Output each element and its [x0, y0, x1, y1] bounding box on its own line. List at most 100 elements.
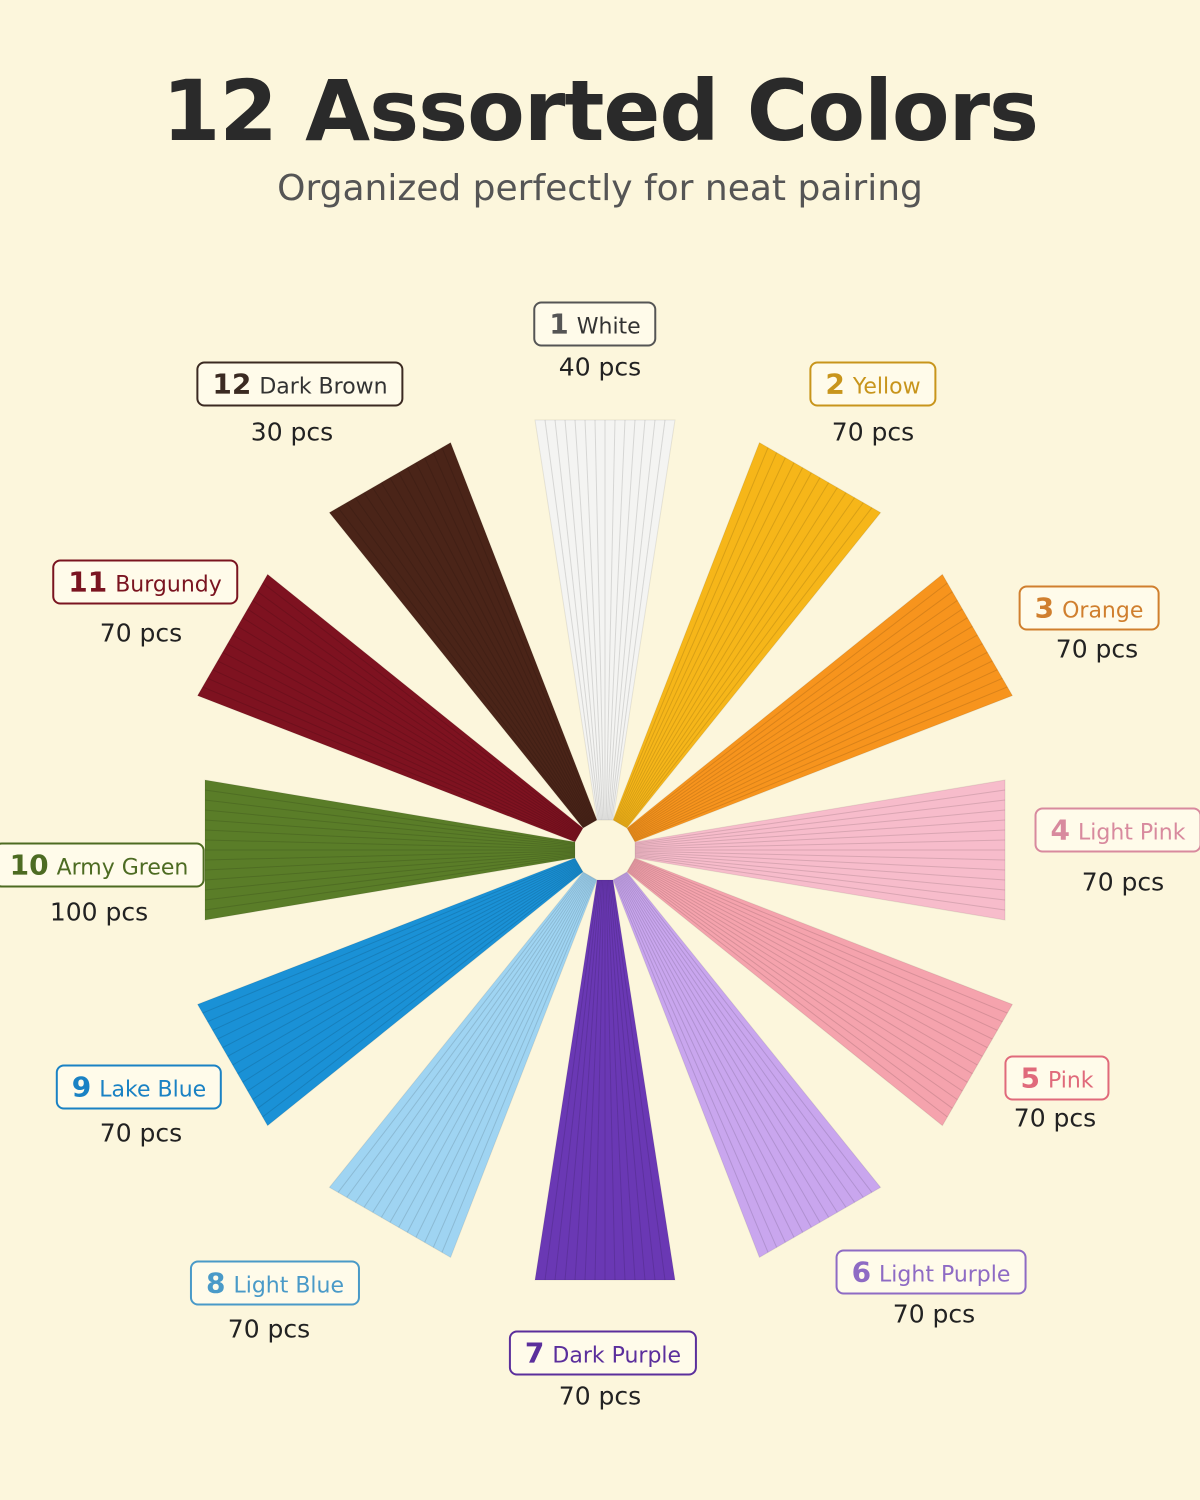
stem-line: [631, 643, 983, 837]
stem-line: [617, 467, 804, 824]
badge-number: 9: [71, 1070, 92, 1104]
stem-line: [380, 875, 590, 1218]
stem-line: [424, 457, 595, 822]
color-badge: 6 Light Purple: [835, 1249, 1027, 1295]
stem-line: [627, 582, 948, 830]
stem-line: [554, 879, 600, 1281]
stem-line: [625, 872, 873, 1193]
bundle: [196, 857, 584, 1127]
stem-line: [432, 452, 596, 822]
stem-line: [544, 419, 599, 821]
stem-line: [606, 879, 626, 1281]
badge-number: 3: [1034, 591, 1055, 625]
stem-line: [630, 625, 973, 835]
stem-line: [614, 878, 778, 1248]
badge-number: 7: [524, 1336, 545, 1370]
stem-line: [354, 497, 587, 827]
stem-line: [247, 867, 582, 1092]
stem-line: [632, 861, 993, 1040]
color-badge: 2 Yellow: [809, 361, 937, 407]
piece-count: 70 pcs: [1055, 634, 1139, 664]
stem-line: [227, 643, 579, 837]
stem-line: [441, 879, 597, 1253]
stem-line: [262, 870, 583, 1118]
stem-line: [620, 482, 830, 825]
stem-line: [634, 789, 1006, 844]
stem-line: [622, 873, 847, 1208]
bundle: [634, 779, 1006, 921]
stem-line: [634, 686, 1008, 842]
badge-number: 12: [212, 367, 252, 401]
stem-line: [584, 419, 604, 821]
stem-line: [415, 462, 594, 823]
stem-line: [354, 873, 587, 1203]
stem-line: [628, 867, 963, 1092]
stem-line: [619, 477, 821, 825]
stem-line: [609, 879, 646, 1281]
piece-count: 70 pcs: [892, 1299, 976, 1329]
stem-line: [617, 876, 804, 1233]
piece-count: 70 pcs: [558, 1381, 642, 1411]
stem-line: [634, 819, 1006, 848]
stem-line: [237, 625, 580, 835]
stem-line: [441, 447, 597, 821]
stem-line: [204, 852, 576, 881]
stem-line: [634, 809, 1006, 846]
stem-line: [634, 850, 1006, 861]
stem-line: [204, 856, 576, 911]
color-badge: 12 Dark Brown: [196, 361, 404, 407]
color-badge: 3 Orange: [1018, 585, 1160, 631]
piece-count: 70 pcs: [831, 417, 915, 447]
badge-number: 2: [825, 367, 845, 401]
stem-line: [634, 854, 1006, 891]
stem-line: [607, 419, 636, 821]
stem-line: [610, 419, 656, 821]
stem-line: [247, 608, 582, 833]
stem-line: [204, 789, 576, 844]
stem-line: [606, 419, 626, 821]
bundle: [612, 441, 882, 829]
stem-line: [212, 669, 577, 840]
badge-number: 11: [68, 565, 108, 599]
stem-line: [398, 876, 592, 1228]
badge-number: 6: [851, 1255, 872, 1289]
stem-line: [616, 462, 795, 823]
stem-line: [628, 868, 958, 1101]
badge-number: 4: [1050, 813, 1070, 847]
stem-line: [372, 874, 589, 1213]
stem-line: [629, 866, 968, 1083]
stem-line: [627, 869, 953, 1109]
badge-name: Light Pink: [1078, 820, 1186, 846]
stem-line: [217, 861, 578, 1040]
color-badge: 5 Pink: [1004, 1055, 1110, 1101]
piece-count: 70 pcs: [1081, 867, 1165, 897]
piece-count: 100 pcs: [49, 897, 149, 927]
piece-count: 40 pcs: [558, 352, 642, 382]
badge-number: 8: [205, 1266, 226, 1300]
stem-line: [633, 860, 998, 1031]
badge-number: 1: [549, 307, 569, 341]
stem-line: [337, 872, 585, 1193]
stem-line: [631, 862, 988, 1049]
stem-line: [252, 599, 582, 832]
piece-count: 70 pcs: [227, 1314, 311, 1344]
badge-name: White: [576, 314, 641, 340]
stem-line: [217, 660, 578, 839]
badge-name: Lake Blue: [99, 1077, 207, 1103]
bundle: [626, 573, 1014, 843]
stem-line: [611, 419, 666, 821]
stem-line: [584, 879, 604, 1281]
badge-name: Burgundy: [115, 572, 222, 598]
stem-line: [618, 876, 812, 1228]
subtitle: Organized perfectly for neat pairing: [277, 168, 923, 209]
piece-count: 70 pcs: [99, 618, 183, 648]
stem-line: [222, 651, 579, 838]
stem-line: [611, 879, 666, 1281]
stem-line: [257, 591, 583, 831]
stem-line: [634, 829, 1006, 849]
stem-line: [204, 819, 576, 848]
bundle: [534, 879, 676, 1281]
stem-line: [222, 862, 579, 1049]
stem-line: [634, 851, 1006, 871]
stem-line: [204, 855, 576, 901]
